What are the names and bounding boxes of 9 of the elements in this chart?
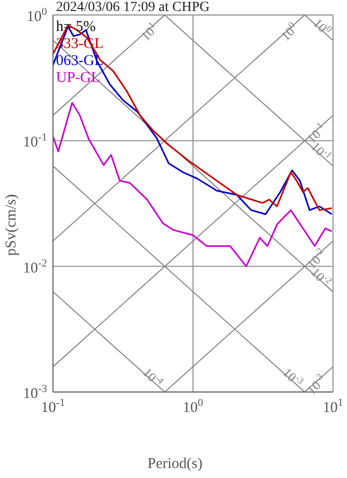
x-axis-title: Period(s) <box>148 456 202 473</box>
y-axis-title: pSv(cm/s) <box>4 194 20 256</box>
y-tick-label: 10$^{0}$ <box>26 6 47 25</box>
x-tick-label: 10$^{0}$ <box>182 397 204 416</box>
series-label: UP-GL <box>56 70 102 87</box>
x-tick-label: 10$^{1}$ <box>322 397 344 416</box>
y-tick-label: 10$^{-2}$ <box>23 257 47 276</box>
y-tick-label: 10$^{-1}$ <box>23 132 47 151</box>
chart-title: 2024/03/06 17:09 at CHPG <box>56 0 210 15</box>
